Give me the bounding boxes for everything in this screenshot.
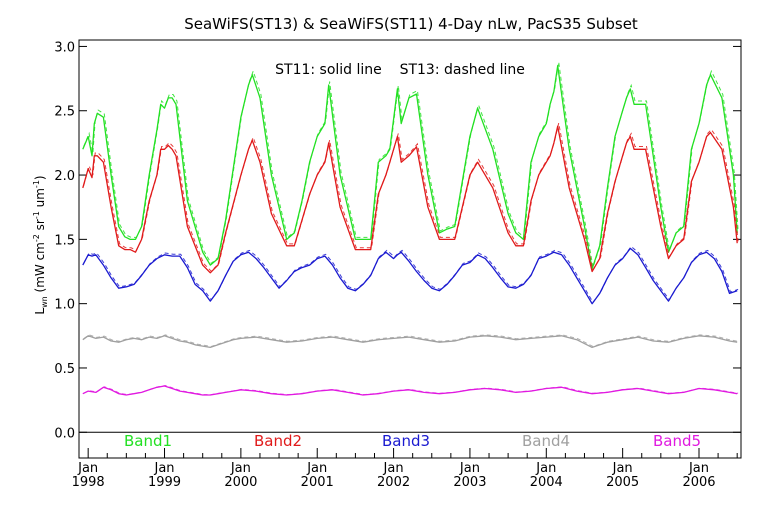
x-tick-month: Jan bbox=[306, 461, 327, 476]
y-axis-label-base: L bbox=[33, 308, 47, 315]
x-tick-year: 2001 bbox=[301, 475, 334, 490]
x-tick-month: Jan bbox=[612, 461, 633, 476]
x-tick-year: 2006 bbox=[682, 475, 715, 490]
chart-annotation: ST11: solid line ST13: dashed line bbox=[275, 62, 525, 78]
y-tick-label: 0.5 bbox=[54, 362, 75, 377]
y-tick-label: 0.0 bbox=[54, 426, 75, 441]
x-tick-month: Jan bbox=[688, 461, 709, 476]
series-line-band5 bbox=[82, 385, 738, 396]
legend-layer: Band1 Band2 Band3 Band4 Band5 bbox=[124, 432, 701, 450]
x-tick-year: 2004 bbox=[530, 475, 563, 490]
y-tick-label: 1.5 bbox=[54, 233, 75, 248]
x-tick-year: 2000 bbox=[224, 475, 257, 490]
y-axis-label-sub: wn bbox=[40, 296, 49, 308]
y-axis-label: Lwn (mW cm-2 sr-1 um-1) bbox=[32, 175, 49, 314]
y-axis-label-close: ) bbox=[33, 175, 47, 180]
chart-title: SeaWiFS(ST13) & SeaWiFS(ST11) 4-Day nLw,… bbox=[184, 15, 638, 33]
x-tick-month: Jan bbox=[153, 461, 174, 476]
y-axis-label-sup1: -2 bbox=[32, 234, 41, 242]
series-line-band1 bbox=[82, 65, 738, 270]
series-dashed-band2 bbox=[83, 122, 739, 272]
series-dashed-band4 bbox=[83, 334, 739, 348]
legend-band3: Band3 bbox=[382, 432, 430, 450]
y-axis-label-sup3: -1 bbox=[32, 180, 41, 188]
x-tick-month: Jan bbox=[230, 461, 251, 476]
series-dashed-band5 bbox=[83, 384, 739, 396]
x-tick-year: 1998 bbox=[72, 475, 105, 490]
x-tick-year: 2003 bbox=[453, 475, 486, 490]
plot-frame bbox=[78, 39, 742, 459]
y-tick-label: 1.0 bbox=[54, 298, 75, 313]
x-tick-month: Jan bbox=[77, 461, 98, 476]
legend-band1: Band1 bbox=[124, 432, 172, 450]
legend-band5: Band5 bbox=[653, 432, 701, 450]
legend-band2: Band2 bbox=[254, 432, 302, 450]
y-axis-label-mid2: um bbox=[33, 188, 47, 211]
y-axis-label-sup2: -1 bbox=[32, 211, 41, 219]
series-dashed-band1 bbox=[83, 62, 739, 268]
y-axis-label-mid: sr bbox=[33, 219, 47, 234]
axis-ticks: 0.00.51.01.52.02.53.0Jan1998Jan1999Jan20… bbox=[54, 40, 741, 490]
series-line-band3 bbox=[82, 247, 738, 305]
y-tick-label: 2.0 bbox=[54, 169, 75, 184]
series-dashed-band3 bbox=[83, 245, 739, 304]
legend-band4: Band4 bbox=[522, 432, 570, 450]
x-tick-year: 2005 bbox=[606, 475, 639, 490]
x-tick-year: 2002 bbox=[377, 475, 410, 490]
y-tick-label: 2.5 bbox=[54, 105, 75, 120]
x-tick-year: 1999 bbox=[148, 475, 181, 490]
x-tick-month: Jan bbox=[535, 461, 556, 476]
series-layer bbox=[82, 62, 739, 396]
series-line-band4 bbox=[82, 335, 738, 349]
y-tick-label: 3.0 bbox=[54, 40, 75, 55]
x-tick-month: Jan bbox=[383, 461, 404, 476]
y-axis-label-rest: (mW cm bbox=[33, 242, 47, 296]
x-tick-month: Jan bbox=[459, 461, 480, 476]
